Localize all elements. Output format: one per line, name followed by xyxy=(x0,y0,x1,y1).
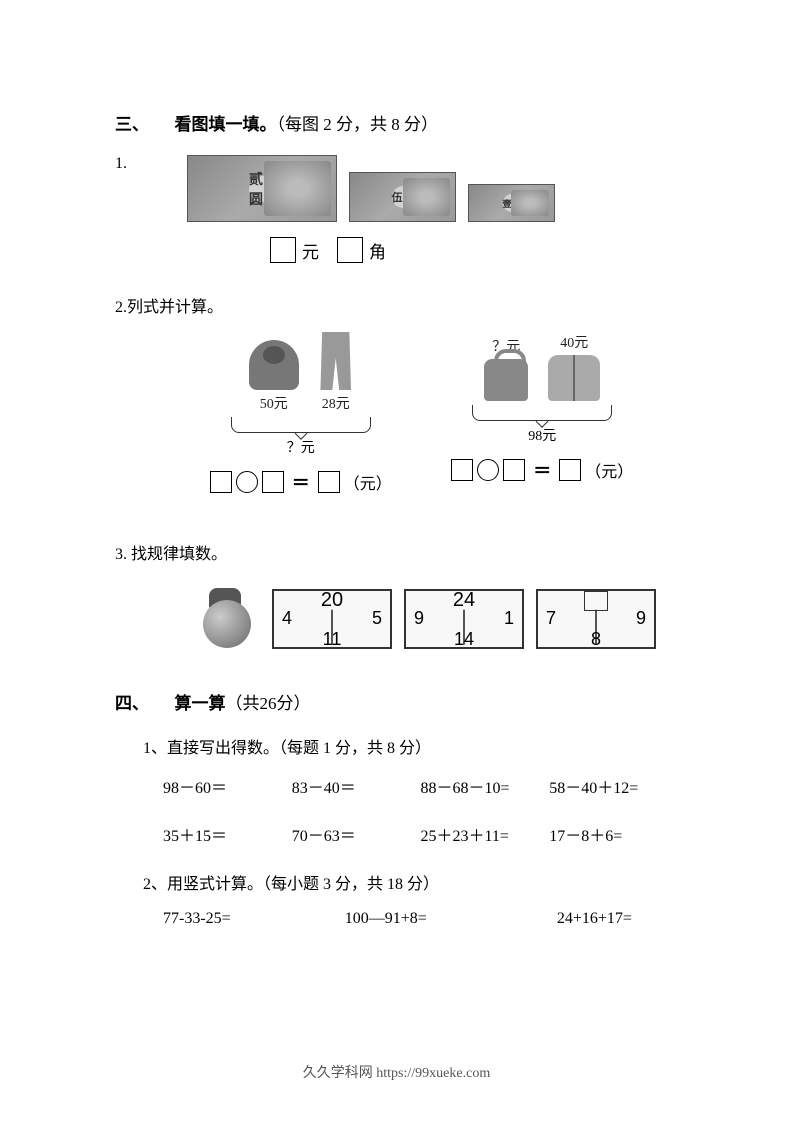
q1-number: 1. xyxy=(115,155,127,173)
coat-price: 40元 xyxy=(560,332,588,352)
bag-icon xyxy=(484,359,528,401)
section-4-prefix: 四、 xyxy=(115,694,149,713)
mascot-icon xyxy=(195,584,260,659)
q1-answer-row: 元 角 xyxy=(270,237,678,263)
eq-right-unit: （元） xyxy=(585,458,633,482)
q3-number: 3 xyxy=(115,546,123,563)
eq-right-box1[interactable] xyxy=(451,459,473,481)
env2-right: 1 xyxy=(504,608,514,629)
envelope-3: 7 9 8 xyxy=(536,589,656,649)
calc-1-2: 83－40＝ xyxy=(292,774,421,798)
section-3-title: 看图填一填。 xyxy=(175,115,277,134)
yuan-unit: 元 xyxy=(302,238,319,263)
question-1: 1. 贰圆 伍角 壹角 xyxy=(115,155,678,222)
hoodie-price: 50元 xyxy=(260,393,288,413)
pants-product: 28元 xyxy=(319,332,353,413)
q2-right: ？元 40元 98元 ＝ （元） xyxy=(451,332,633,495)
yuan-blank[interactable] xyxy=(270,237,296,263)
envelope-1: 20 4 5 11 xyxy=(272,589,392,649)
eq-left-unit: （元） xyxy=(344,470,392,494)
calc-3-2: 100—91+8= xyxy=(345,910,557,928)
hoodie-product: 50元 xyxy=(249,340,299,413)
question-2: 2.列式并计算。 50元 28元 ？元 ＝ xyxy=(115,293,678,495)
eq-left-box3[interactable] xyxy=(318,471,340,493)
section-4: 四、 算一算（共26分） 1、直接写出得数。（每题 1 分，共 8 分） 98－… xyxy=(115,689,678,928)
env2-left: 9 xyxy=(414,608,424,629)
q2-left: 50元 28元 ？元 ＝ （元） xyxy=(210,332,392,495)
pants-icon xyxy=(319,332,353,390)
question-3: 3. 找规律填数。 20 4 5 11 24 9 1 14 xyxy=(115,540,678,649)
q2-label: 2.列式并计算。 xyxy=(115,293,678,317)
calc-2-2: 70－63＝ xyxy=(292,822,421,846)
calc-1-3: 88－68－10= xyxy=(421,774,550,798)
env2-bottom: 14 xyxy=(406,629,522,650)
section-3-prefix: 三、 xyxy=(115,115,149,134)
calc-3-3: 24+16+17= xyxy=(557,910,678,928)
coat-icon xyxy=(548,355,600,401)
section-4-points: （共26分） xyxy=(226,694,311,713)
q2-number: 2 xyxy=(115,299,123,316)
eq-left-op[interactable] xyxy=(236,471,258,493)
calc-row-1: 98－60＝ 83－40＝ 88－68－10= 58－40＋12= xyxy=(163,774,678,798)
section-3-points: （每图 2 分，共 8 分） xyxy=(277,115,439,134)
pants-price: 28元 xyxy=(322,393,350,413)
calc-2-4: 17－8＋6= xyxy=(549,822,678,846)
bag-product: ？元 xyxy=(484,336,528,401)
money-bills-row: 贰圆 伍角 壹角 xyxy=(187,155,555,222)
sub-q-1-label: 1、直接写出得数。（每题 1 分，共 8 分） xyxy=(143,734,678,758)
eq-right-equals: ＝ xyxy=(529,457,555,483)
jiao-unit: 角 xyxy=(369,238,386,263)
env1-bottom: 11 xyxy=(274,629,390,650)
brace-right xyxy=(472,405,612,421)
q3-label: 3. 找规律填数。 xyxy=(115,540,678,564)
env1-right: 5 xyxy=(372,608,382,629)
calc-row-3: 77-33-25= 100—91+8= 24+16+17= xyxy=(163,910,678,928)
hoodie-icon xyxy=(249,340,299,390)
env3-left: 7 xyxy=(546,608,556,629)
calc-row-2: 35＋15＝ 70－63＝ 25＋23＋11= 17－8＋6= xyxy=(163,822,678,846)
envelope-2: 24 9 1 14 xyxy=(404,589,524,649)
brace-right-total: 98元 xyxy=(528,425,556,445)
eq-left-box2[interactable] xyxy=(262,471,284,493)
bill-5-jiao: 伍角 xyxy=(349,172,456,222)
equation-right: ＝ （元） xyxy=(451,457,633,483)
env3-bottom: 8 xyxy=(538,629,654,650)
calc-3-1: 77-33-25= xyxy=(163,910,345,928)
equation-left: ＝ （元） xyxy=(210,469,392,495)
calc-1-4: 58－40＋12= xyxy=(549,774,678,798)
section-4-header: 四、 算一算（共26分） xyxy=(115,689,678,714)
section-4-title: 算一算 xyxy=(175,694,226,713)
eq-right-box2[interactable] xyxy=(503,459,525,481)
calc-1-1: 98－60＝ xyxy=(163,774,292,798)
eq-right-op[interactable] xyxy=(477,459,499,481)
bill-1-jiao: 壹角 xyxy=(468,184,555,222)
q2-text: .列式并计算。 xyxy=(123,299,223,316)
eq-left-box1[interactable] xyxy=(210,471,232,493)
eq-left-equals: ＝ xyxy=(288,469,314,495)
calc-2-3: 25＋23＋11= xyxy=(421,822,550,846)
coat-product: 40元 xyxy=(548,332,600,401)
q3-text: . 找规律填数。 xyxy=(123,546,227,563)
calc-2-1: 35＋15＝ xyxy=(163,822,292,846)
section-3-header: 三、 看图填一填。（每图 2 分，共 8 分） xyxy=(115,110,678,135)
bill-2-yuan: 贰圆 xyxy=(187,155,337,222)
env1-left: 4 xyxy=(282,608,292,629)
env3-right: 9 xyxy=(636,608,646,629)
brace-left xyxy=(231,417,371,433)
footer: 久久学科网 https://99xueke.com xyxy=(0,1062,793,1082)
jiao-blank[interactable] xyxy=(337,237,363,263)
eq-right-box3[interactable] xyxy=(559,459,581,481)
sub-q-2-label: 2、用竖式计算。（每小题 3 分，共 18 分） xyxy=(143,870,678,894)
